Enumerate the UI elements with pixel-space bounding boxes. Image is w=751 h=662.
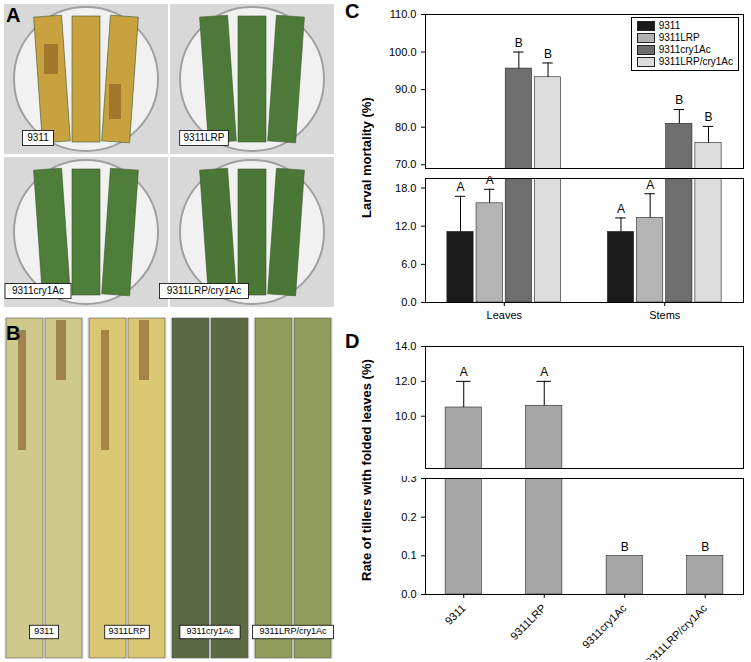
svg-text:9311LRP: 9311LRP bbox=[184, 132, 225, 143]
html-text:C: C bbox=[345, 0, 360, 22]
svg-text:A: A bbox=[646, 178, 654, 192]
svg-text:0.0: 0.0 bbox=[401, 588, 416, 600]
svg-text:9311cry1Ac: 9311cry1Ac bbox=[187, 626, 234, 636]
svg-text:0.1: 0.1 bbox=[401, 549, 416, 561]
svg-text:A: A bbox=[457, 180, 465, 194]
svg-text:110.0: 110.0 bbox=[390, 8, 417, 20]
svg-text:A: A bbox=[617, 202, 625, 216]
html-text:Rate of tillers with folded le: Rate of tillers with folded leaves (%) bbox=[359, 359, 374, 581]
svg-text:9311: 9311 bbox=[27, 132, 49, 143]
svg-text:9311LRP: 9311LRP bbox=[508, 602, 548, 642]
svg-text:6.0: 6.0 bbox=[401, 258, 416, 270]
html-text:D: D bbox=[345, 330, 360, 352]
html-text:9311LRP/cry1Ac: 9311LRP/cry1Ac bbox=[658, 56, 733, 67]
svg-text:100.0: 100.0 bbox=[389, 46, 417, 58]
svg-text:B: B bbox=[704, 110, 712, 124]
svg-text:9311cry1Ac: 9311cry1Ac bbox=[580, 601, 629, 650]
svg-text:14.0: 14.0 bbox=[395, 340, 416, 352]
svg-text:0.3: 0.3 bbox=[401, 476, 416, 484]
svg-text:B: B bbox=[544, 47, 552, 61]
html-text:9311cry1Ac: 9311cry1Ac bbox=[658, 44, 711, 55]
svg-text:9311: 9311 bbox=[442, 602, 467, 627]
svg-text:B: B bbox=[701, 540, 709, 554]
svg-text:12.0: 12.0 bbox=[395, 375, 416, 387]
svg-text:A: A bbox=[540, 365, 548, 379]
svg-text:9311LRP/cry1Ac: 9311LRP/cry1Ac bbox=[260, 626, 327, 636]
svg-text:80.0: 80.0 bbox=[395, 121, 416, 133]
svg-text:B: B bbox=[515, 36, 523, 50]
html-text:9311: 9311 bbox=[658, 20, 681, 31]
svg-text:B: B bbox=[621, 540, 629, 554]
svg-text:Leaves: Leaves bbox=[487, 309, 523, 321]
svg-text:70.0: 70.0 bbox=[395, 158, 416, 170]
svg-text:9311: 9311 bbox=[34, 626, 53, 636]
svg-text:B: B bbox=[6, 322, 20, 344]
html-text:Larval mortality (%): Larval mortality (%) bbox=[359, 97, 374, 219]
svg-text:0.2: 0.2 bbox=[401, 511, 416, 523]
svg-text:A: A bbox=[486, 176, 494, 187]
svg-text:9311cry1Ac: 9311cry1Ac bbox=[12, 285, 64, 296]
svg-text:90.0: 90.0 bbox=[395, 83, 416, 95]
svg-text:A: A bbox=[6, 4, 20, 26]
html-text:9311LRP: 9311LRP bbox=[658, 32, 700, 43]
svg-text:Stems: Stems bbox=[649, 309, 681, 321]
svg-text:12.0: 12.0 bbox=[395, 220, 416, 232]
svg-text:9311LRP/cry1Ac: 9311LRP/cry1Ac bbox=[167, 285, 241, 296]
svg-text:18.0: 18.0 bbox=[395, 182, 416, 194]
svg-text:9311LRP/cry1Ac: 9311LRP/cry1Ac bbox=[643, 601, 710, 660]
svg-text:A: A bbox=[460, 365, 468, 379]
svg-text:0.0: 0.0 bbox=[401, 296, 416, 308]
svg-text:9311LRP: 9311LRP bbox=[109, 626, 146, 636]
svg-text:B: B bbox=[675, 93, 683, 107]
svg-text:10.0: 10.0 bbox=[395, 410, 416, 422]
